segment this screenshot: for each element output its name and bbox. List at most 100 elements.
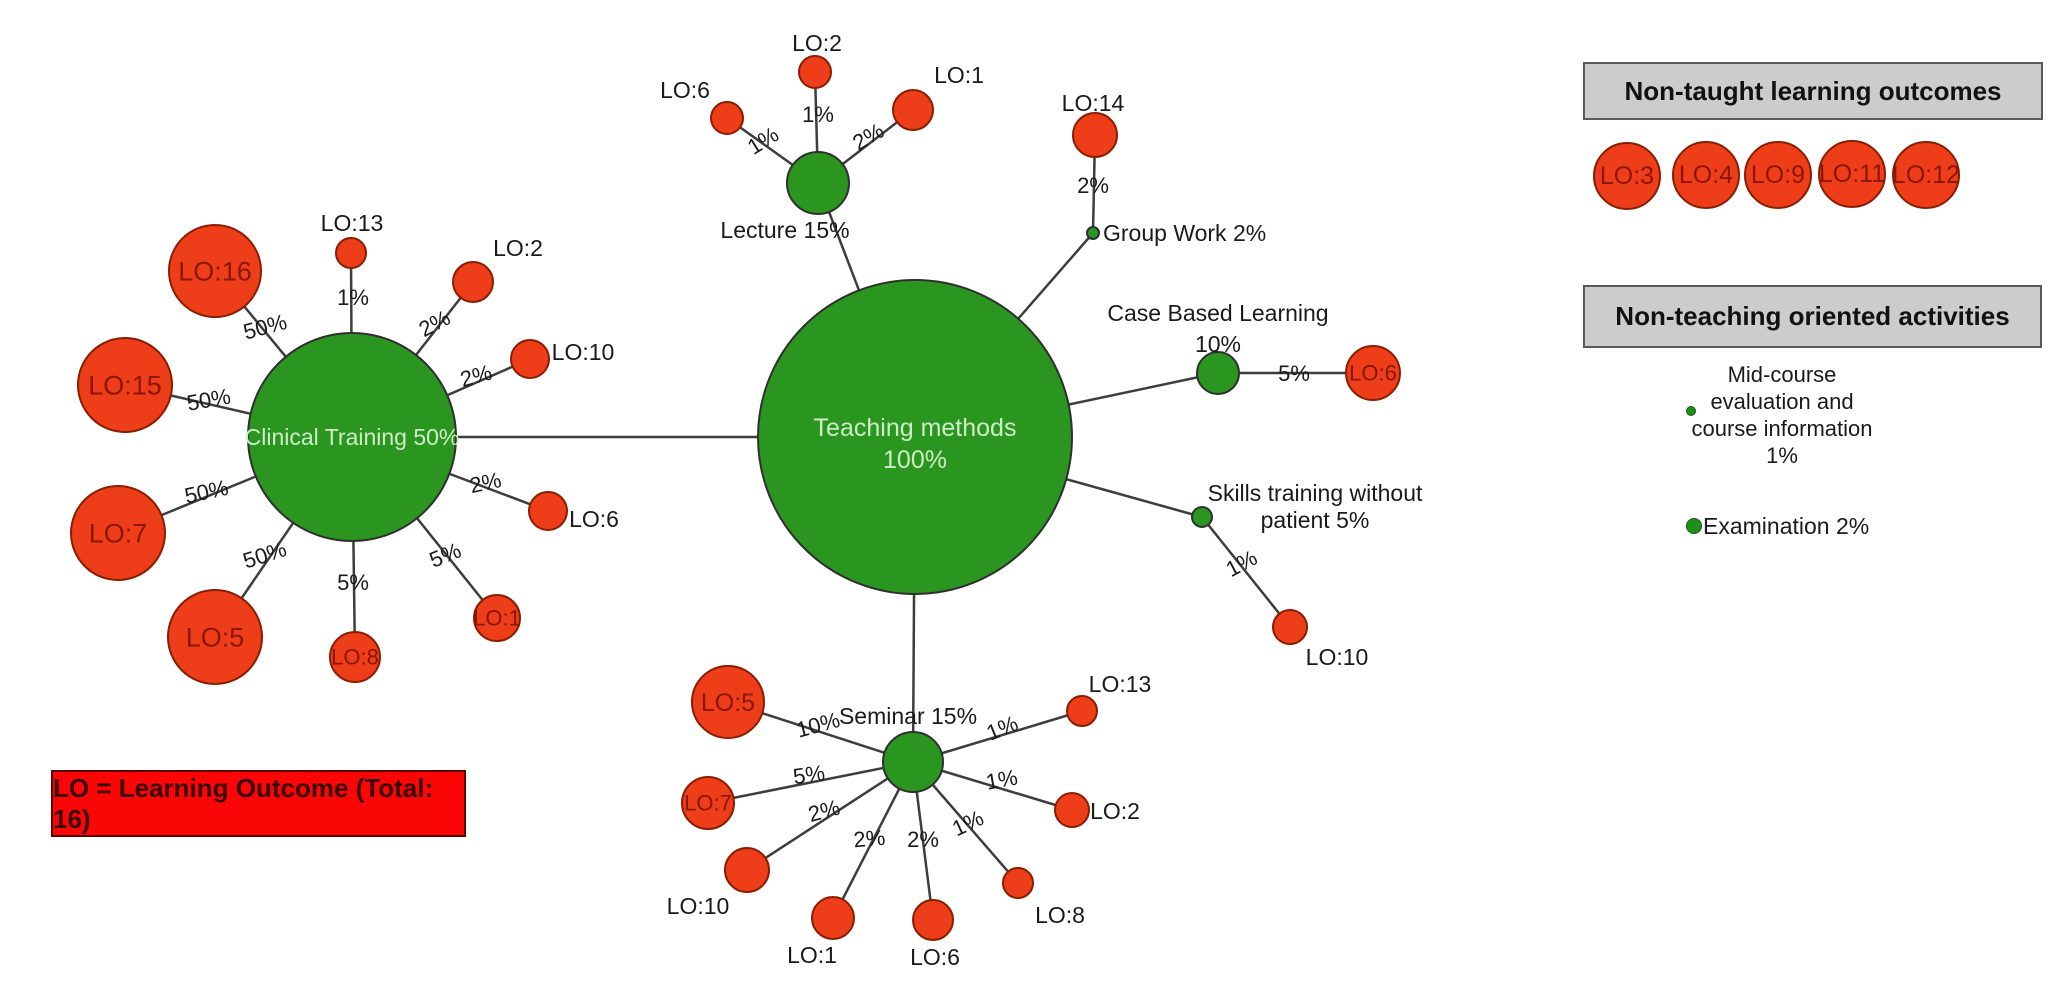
node-c_lo5-label: LO:5 [186, 622, 245, 652]
mid-course-line: course information [1691, 416, 1873, 441]
legend-activities-title: Non-teaching oriented activities [1615, 301, 2010, 331]
edge-label-clinical-c_lo13: 1% [337, 285, 369, 310]
node-c_lo7-label: LO:7 [89, 518, 148, 548]
node-g_lo14-circle [1072, 112, 1118, 158]
node-c_lo10-label: LO:10 [552, 339, 615, 365]
mid-course-dot-icon [1686, 406, 1696, 416]
edge-skills-s_lo10 [1201, 516, 1291, 628]
node-se_lo2-circle [1054, 792, 1090, 828]
edge-seminar-se_lo10 [746, 760, 914, 872]
edge-label-seminar-se_lo10: 2% [805, 795, 842, 827]
edge-seminar-se_lo7 [707, 760, 914, 805]
edge-label-clinical-c_lo6: 2% [467, 467, 503, 498]
node-l_lo1-circle [892, 89, 934, 131]
node-c_lo1-circle [473, 594, 521, 642]
node-c_lo13-label: LO:13 [321, 210, 384, 236]
node-lecture-circle [786, 151, 850, 215]
node-c_lo2-circle [452, 261, 494, 303]
edge-label-clinical-c_lo10: 2% [457, 360, 494, 392]
node-casebased-circle [1196, 351, 1240, 395]
node-se_lo5-circle [691, 665, 765, 739]
non-taught-outcome-label: LO:3 [1599, 161, 1655, 190]
edge-label-clinical-c_lo8: 5% [337, 570, 369, 595]
node-c_lo16-label: LO:16 [178, 256, 252, 286]
node-skills-label: Skills training without patient 5% [1208, 480, 1423, 533]
legend-activities-box: Non-teaching oriented activities [1583, 285, 2042, 348]
mid-course-line: Mid-course [1727, 362, 1837, 387]
node-l_lo6-label: LO:6 [660, 77, 710, 103]
node-c_lo8-label: LO:8 [331, 645, 379, 670]
node-l_lo6-circle [710, 101, 744, 135]
node-teaching-circle [757, 279, 1073, 595]
non-taught-outcome-label: LO:4 [1678, 160, 1734, 189]
node-groupwork-circle [1086, 226, 1100, 240]
node-teaching-label: Teaching methods 100% [814, 414, 1017, 474]
node-s_lo10-circle [1272, 609, 1308, 645]
node-se_lo10-label: LO:10 [667, 893, 730, 919]
edge-label-seminar-se_lo7: 5% [791, 760, 826, 789]
node-se_lo1-label: LO:1 [787, 942, 837, 968]
edge-label-lecture-l_lo1: 2% [848, 118, 888, 156]
non-taught-outcome-circle: LO:4 [1672, 141, 1740, 209]
mid-course-label: Mid-course evaluation and course informa… [1662, 361, 1902, 469]
node-se_lo13-circle [1066, 695, 1098, 727]
non-taught-outcome-label: LO:11 [1818, 159, 1886, 188]
node-c_lo1-label: LO:1 [473, 606, 521, 631]
edge-label-lecture-l_lo2: 1% [802, 102, 834, 127]
node-s_lo10-label: LO:10 [1306, 644, 1369, 670]
node-c_lo13-circle [335, 237, 367, 269]
edge-label-clinical-c_lo7: 50% [182, 475, 230, 509]
examination-label: Examination 2% [1703, 513, 1870, 539]
node-c_lo7-circle [70, 485, 166, 581]
edge-label-seminar-se_lo1: 2% [852, 825, 886, 853]
node-g_lo14-label: LO:14 [1062, 90, 1125, 116]
node-seminar-circle [882, 731, 944, 793]
nodes-layer [70, 55, 1401, 941]
node-c_lo15-label: LO:15 [88, 370, 162, 400]
node-se_lo7-circle [681, 776, 735, 830]
node-l_lo1-label: LO:1 [934, 62, 984, 88]
non-taught-outcome-label: LO:9 [1750, 160, 1806, 189]
node-se_lo13-label: LO:13 [1089, 671, 1152, 697]
node-c_lo16-circle [168, 224, 262, 318]
node-seminar-label: Seminar 15% [839, 703, 977, 729]
legend-non-taught-title: Non-taught learning outcomes [1624, 75, 2002, 106]
edge-label-groupwork-g_lo14: 2% [1077, 173, 1109, 198]
node-skills-circle [1191, 506, 1213, 528]
node-c_lo10-circle [510, 339, 550, 379]
edge-label-clinical-c_lo1: 5% [426, 538, 465, 573]
node-se_lo5-label: LO:5 [701, 689, 755, 717]
node-c_lo8-circle [329, 631, 381, 683]
node-se_lo8-circle [1002, 867, 1034, 899]
examination-dot-icon [1686, 518, 1702, 534]
node-c_lo2-label: LO:2 [493, 235, 543, 261]
lo-definition-text: LO = Learning Outcome (Total: 16) [53, 772, 434, 834]
edge-label-seminar-se_lo6: 2% [907, 827, 939, 852]
node-se_lo7-label: LO:7 [684, 791, 732, 816]
non-taught-outcome-circle: LO:3 [1593, 142, 1661, 210]
node-c_lo6-label: LO:6 [569, 506, 619, 532]
node-se_lo6-circle [912, 899, 954, 941]
node-l_lo2-label: LO:2 [792, 30, 842, 56]
node-cb_lo6-label: LO:6 [1349, 361, 1397, 386]
non-taught-outcome-circle: LO:9 [1744, 141, 1812, 209]
node-se_lo8-label: LO:8 [1035, 902, 1085, 928]
node-groupwork-label: Group Work 2% [1103, 220, 1266, 246]
node-clinical-label: Clinical Training 50% [245, 424, 460, 450]
lo-definition-note: LO = Learning Outcome (Total: 16) [51, 770, 466, 837]
edge-label-clinical-c_lo16: 50% [241, 309, 290, 345]
node-se_lo6-label: LO:6 [910, 944, 960, 970]
mid-course-line: evaluation and [1710, 389, 1854, 414]
legend-non-taught-box: Non-taught learning outcomes [1583, 62, 2043, 120]
non-taught-outcome-circle: LO:12 [1892, 141, 1960, 209]
edge-label-clinical-c_lo5: 50% [240, 536, 290, 573]
node-lecture-label: Lecture 15% [720, 217, 849, 243]
node-c_lo5-circle [167, 589, 263, 685]
edge-label-clinical-c_lo15: 50% [185, 383, 233, 415]
node-se_lo1-circle [811, 896, 855, 940]
edge-label-casebased-cb_lo6: 5% [1278, 361, 1310, 386]
node-clinical-circle [247, 332, 457, 542]
node-casebased-label: Case Based Learning 10% [1107, 300, 1328, 357]
mid-course-line: 1% [1766, 443, 1798, 468]
non-taught-outcome-label: LO:12 [1891, 160, 1961, 189]
